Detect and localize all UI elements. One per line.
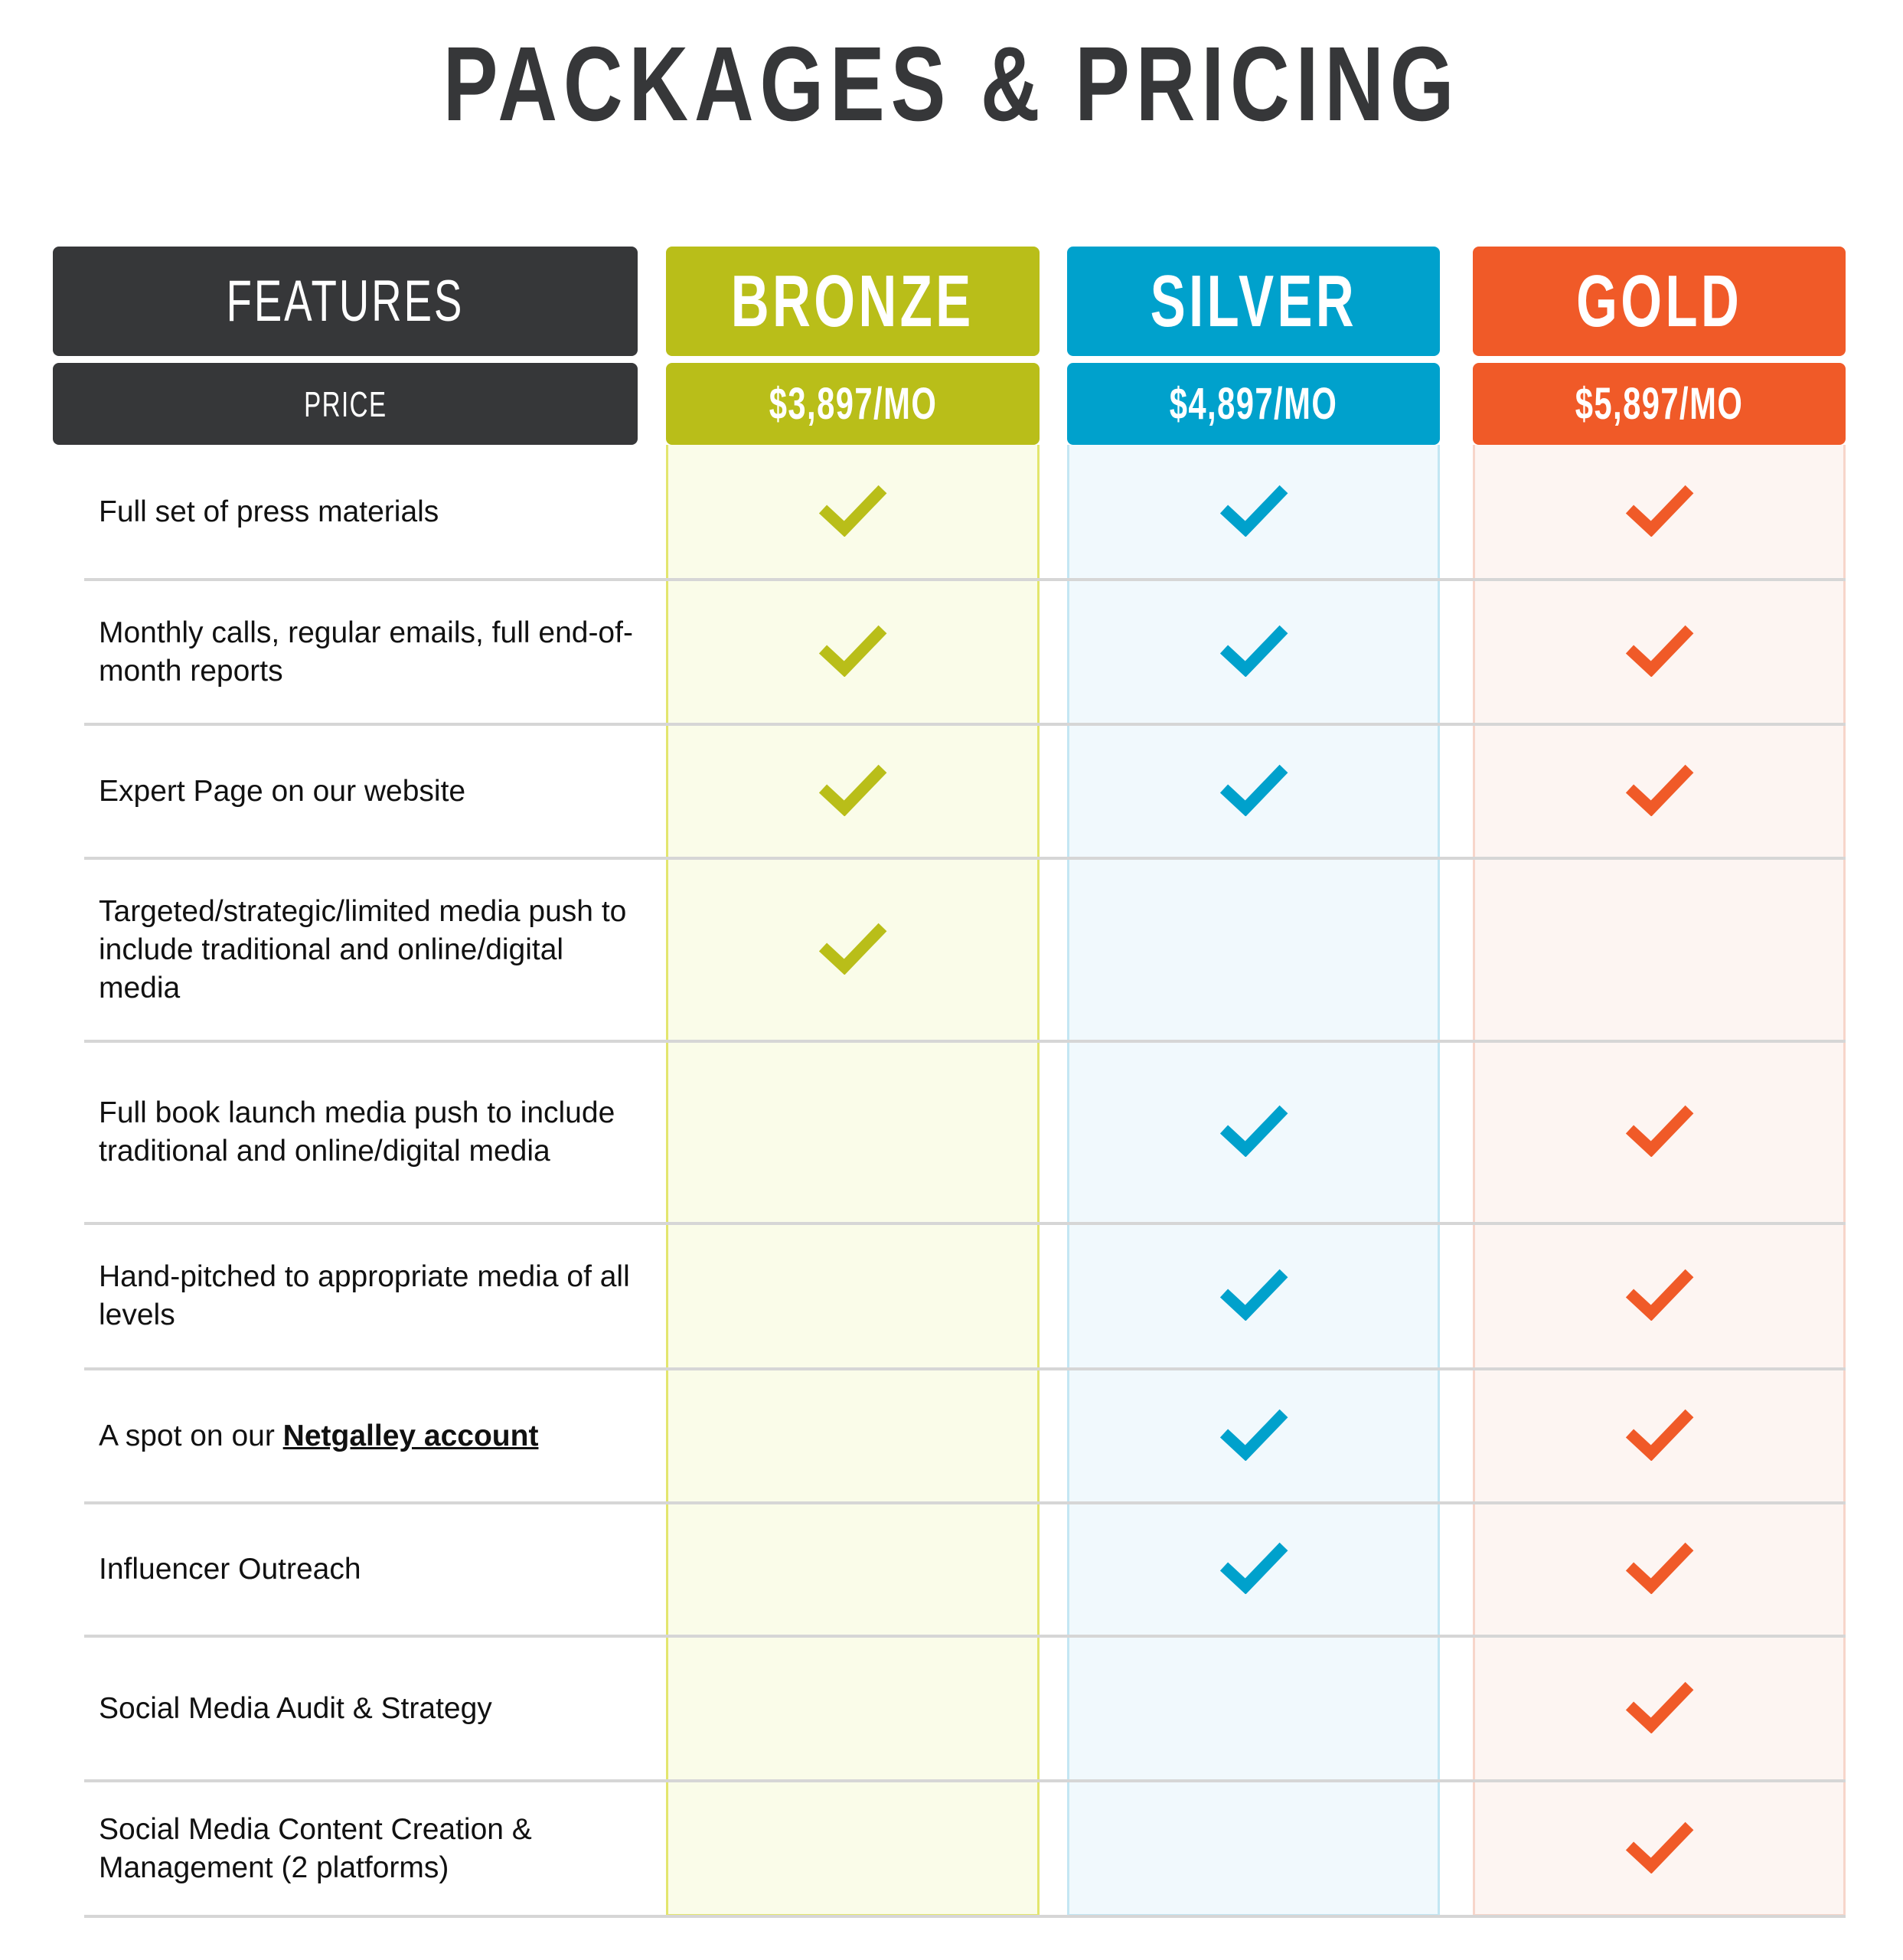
feature-label: Full book launch media push to include t… [99, 1096, 624, 1168]
bronze-column [666, 445, 1040, 1916]
netgalley-link[interactable]: Netgalley account [282, 1419, 539, 1452]
gold-plan-header: GOLD [1473, 247, 1846, 356]
gold-price: $5,897/MO [1575, 379, 1744, 429]
feature-row-label: Monthly calls, regular emails, full end-… [99, 580, 650, 724]
price-header-label: PRICE [303, 384, 387, 424]
silver-column [1067, 445, 1440, 1916]
row-divider [84, 723, 1846, 726]
checkmark-icon [1625, 1409, 1693, 1461]
checkmark-icon [1219, 485, 1288, 537]
gold-price-header: $5,897/MO [1473, 363, 1846, 445]
feature-row-label: Full book launch media push to include t… [99, 1041, 650, 1223]
gold-plan-name: GOLD [1576, 260, 1742, 342]
feature-label: Monthly calls, regular emails, full end-… [99, 616, 633, 688]
checkmark-icon [818, 764, 887, 816]
checkmark-icon [1625, 485, 1693, 537]
feature-label: Influencer Outreach [99, 1553, 361, 1586]
checkmark-icon [1219, 764, 1288, 816]
feature-label: Social Media Content Creation & Manageme… [99, 1812, 540, 1884]
row-divider [84, 1635, 1846, 1638]
checkmark-icon [1625, 1542, 1693, 1594]
feature-row-label: A spot on our Netgalley account [99, 1369, 650, 1503]
checkmark-icon [1625, 1105, 1693, 1157]
row-divider [84, 857, 1846, 860]
checkmark-icon [818, 625, 887, 677]
checkmark-icon [1625, 1269, 1693, 1321]
silver-plan-header: SILVER [1067, 247, 1440, 356]
row-divider [84, 1367, 1846, 1370]
row-divider [84, 1501, 1846, 1504]
feature-row-label: Full set of press materials [99, 445, 650, 580]
features-header: FEATURES [53, 247, 638, 356]
checkmark-icon [1219, 1105, 1288, 1157]
silver-price: $4,897/MO [1169, 379, 1338, 429]
feature-row-label: Hand-pitched to appropriate media of all… [99, 1223, 650, 1369]
silver-price-header: $4,897/MO [1067, 363, 1440, 445]
silver-plan-name: SILVER [1150, 260, 1357, 342]
checkmark-icon [1625, 1681, 1693, 1733]
feature-row-label: Social Media Audit & Strategy [99, 1636, 650, 1781]
checkmark-icon [1625, 764, 1693, 816]
row-divider [84, 1779, 1846, 1782]
checkmark-icon [1219, 1269, 1288, 1321]
bronze-price-header: $3,897/MO [666, 363, 1040, 445]
bronze-price: $3,897/MO [769, 379, 937, 429]
checkmark-icon [818, 485, 887, 537]
feature-row-label: Influencer Outreach [99, 1503, 650, 1636]
checkmark-icon [1625, 625, 1693, 677]
page-title: PACKAGES & PRICING [442, 25, 1461, 143]
checkmark-icon [1625, 1821, 1693, 1873]
row-divider [84, 1222, 1846, 1225]
feature-label: Hand-pitched to appropriate media of all… [99, 1260, 638, 1331]
feature-row-label: Targeted/strategic/limited media push to… [99, 858, 650, 1041]
gold-column [1473, 445, 1846, 1916]
feature-row-label: Social Media Content Creation & Manageme… [99, 1781, 650, 1916]
bronze-plan-header: BRONZE [666, 247, 1040, 356]
features-header-label: FEATURES [226, 269, 465, 334]
checkmark-icon [1219, 1409, 1288, 1461]
feature-label: Full set of press materials [99, 495, 439, 528]
checkmark-icon [1219, 1542, 1288, 1594]
feature-label: Targeted/strategic/limited media push to… [99, 894, 635, 1004]
bronze-plan-name: BRONZE [731, 260, 974, 342]
row-divider [84, 578, 1846, 581]
price-header: PRICE [53, 363, 638, 445]
feature-label: Expert Page on our website [99, 774, 466, 808]
feature-row-label: Expert Page on our website [99, 724, 650, 858]
row-divider [84, 1040, 1846, 1043]
feature-label: Social Media Audit & Strategy [99, 1691, 492, 1725]
feature-label: A spot on our [99, 1419, 283, 1452]
checkmark-icon [818, 923, 887, 975]
row-divider [84, 1915, 1846, 1918]
checkmark-icon [1219, 625, 1288, 677]
